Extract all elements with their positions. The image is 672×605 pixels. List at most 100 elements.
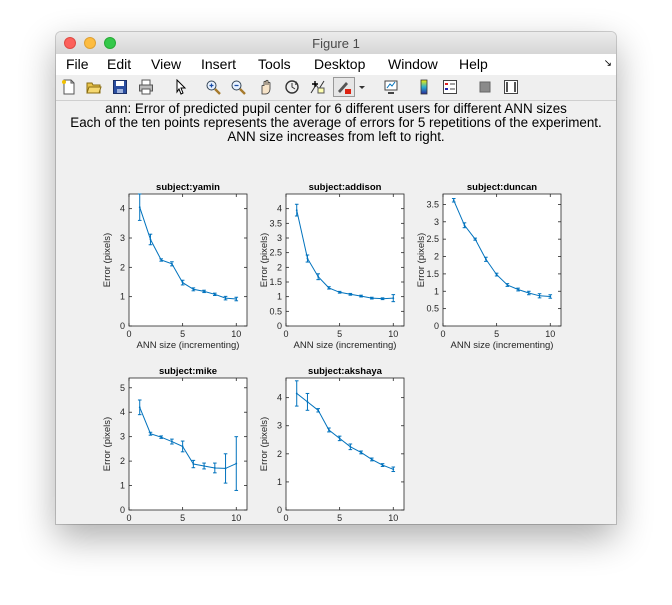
menu-help[interactable]: Help: [459, 56, 488, 72]
subplot-4-data-point: [192, 463, 195, 465]
subplot-2-data-point: [370, 297, 373, 300]
dock-arrow-icon[interactable]: ↘: [603, 58, 612, 69]
subplot-3-data-point: [485, 258, 487, 261]
subplot-2-data-point: [295, 209, 298, 212]
subplot-1-series-line: [139, 207, 237, 300]
subplot-3-axes-box: [442, 193, 562, 327]
subplot-2-ytick-label: 2: [277, 262, 282, 272]
menu-file[interactable]: File: [66, 56, 89, 72]
print-icon[interactable]: [138, 79, 154, 95]
menu-desktop[interactable]: Desktop: [314, 56, 366, 72]
subplot-2-data-point: [306, 257, 309, 260]
save-icon[interactable]: [112, 79, 128, 95]
subplot-3-ytick-label: 3: [434, 217, 439, 227]
subplot-3-data-point: [452, 199, 455, 202]
subplot-1-ytick-label: 1: [120, 292, 125, 302]
subplot-4-data-point: [213, 467, 216, 469]
subplot-2: 0 0.5 1 1.5 2 2.5 3 3.5 4 0 5 10 subject:addison ANN …: [259, 182, 405, 351]
window-title: Figure 1: [312, 36, 360, 51]
subplot-5-ytick-label: 1: [277, 477, 282, 487]
subplot-5-data-point: [306, 400, 309, 403]
zoom-out-icon[interactable]: [230, 79, 246, 95]
subplot-5-data-point: [392, 468, 395, 471]
title-bar[interactable]: Figure 1: [56, 32, 616, 55]
subplot-5-data-point: [349, 445, 352, 448]
subplot-3-data-point: [538, 294, 541, 297]
data-cursor-icon[interactable]: [309, 79, 325, 95]
subplot-3-data-point: [474, 238, 477, 241]
subplot-1-xtick-label: 0: [126, 329, 131, 339]
subplot-1-ytick-label: 4: [120, 204, 125, 214]
new-figure-icon[interactable]: [61, 79, 77, 95]
subplot-5-ylabel: Error (pixels): [259, 417, 270, 471]
subplot-1-data-point: [192, 288, 195, 291]
subplot-2-xtick-label: 0: [283, 329, 288, 339]
rotate-3d-icon[interactable]: [284, 79, 300, 95]
menu-edit[interactable]: Edit: [107, 56, 132, 72]
subplot-1-data-point: [181, 281, 184, 284]
subplot-5-ytick-label: 2: [277, 449, 282, 459]
subplot-4-xtick-label: 5: [180, 513, 185, 523]
subplot-2-xlabel: ANN size (incrementing): [294, 340, 397, 351]
zoom-in-icon[interactable]: [205, 79, 221, 95]
subplot-4-ytick-label: 3: [120, 432, 125, 442]
subplot-1-data-point: [224, 297, 227, 300]
subplot-4-data-point: [224, 467, 227, 470]
subplot-1-title: subject:yamin: [156, 182, 220, 193]
menu-window[interactable]: Window: [388, 56, 438, 72]
subplot-3-ytick-label: 0.5: [426, 304, 439, 314]
subplot-5-data-point: [381, 464, 384, 466]
subplot-3-data-point: [517, 288, 519, 291]
pan-icon[interactable]: [258, 79, 274, 95]
subplot-3-data-point: [463, 224, 466, 227]
subplot-1-data-point: [138, 206, 141, 209]
figure-title-line-3: ANN size increases from left to right.: [227, 129, 445, 144]
subplot-5-xtick-label: 5: [337, 513, 342, 523]
subplot-4-ytick-label: 0: [120, 505, 125, 515]
pointer-icon[interactable]: [173, 79, 189, 95]
subplot-3-ytick-label: 2.5: [426, 234, 439, 244]
subplot-2-data-point: [381, 297, 384, 300]
subplot-2-ytick-label: 2.5: [269, 248, 282, 258]
subplot-2-data-point: [338, 291, 341, 294]
hide-plot-tools-icon[interactable]: [477, 79, 493, 95]
subplot-2-ytick-label: 3.5: [269, 218, 282, 228]
subplot-5-ytick-label: 4: [277, 393, 282, 403]
minimize-window-button[interactable]: [84, 37, 96, 49]
subplot-4-data-point: [181, 445, 184, 448]
menu-tools[interactable]: Tools: [258, 56, 291, 72]
maximize-window-button[interactable]: [104, 37, 116, 49]
figure-window: Figure 1 File Edit View Insert Tools Des…: [56, 32, 616, 524]
subplot-4-data-point: [171, 440, 173, 443]
legend-icon[interactable]: [442, 79, 458, 95]
subplot-3-xtick-label: 5: [494, 329, 499, 339]
brush-icon[interactable]: [333, 77, 355, 97]
show-plot-tools-icon[interactable]: [503, 79, 519, 95]
menu-view[interactable]: View: [151, 56, 182, 72]
link-plot-icon[interactable]: [383, 79, 399, 95]
subplot-5-data-point: [295, 392, 298, 395]
figure-toolbar: [56, 75, 616, 101]
subplot-4-ytick-label: 2: [120, 456, 125, 466]
subplot-3-ytick-label: 2: [434, 252, 439, 262]
subplot-2-ytick-label: 3: [277, 233, 282, 243]
subplot-1-xtick-label: 5: [180, 329, 185, 339]
menu-insert[interactable]: Insert: [201, 56, 237, 72]
colorbar-icon[interactable]: [416, 79, 432, 95]
subplot-4-axes-box: [128, 377, 248, 511]
subplot-3-ytick-label: 0: [434, 321, 439, 331]
subplot-1-ytick-label: 2: [120, 262, 125, 272]
subplot-3-xlabel: ANN size (incrementing): [451, 340, 554, 351]
menu-bar: File Edit View Insert Tools Desktop Wind…: [56, 54, 616, 76]
subplot-1-ylabel: Error (pixels): [102, 233, 113, 287]
subplot-4-ylabel: Error (pixels): [102, 417, 113, 471]
subplot-4-ytick-label: 4: [120, 407, 125, 417]
subplot-1-data-point: [149, 238, 152, 241]
subplot-3-title: subject:duncan: [467, 182, 537, 193]
brush-dropdown-icon[interactable]: [358, 79, 366, 95]
open-file-icon[interactable]: [86, 79, 102, 95]
subplot-5-data-point: [328, 429, 330, 431]
subplot-2-ytick-label: 0: [277, 321, 282, 331]
close-window-button[interactable]: [64, 37, 76, 49]
